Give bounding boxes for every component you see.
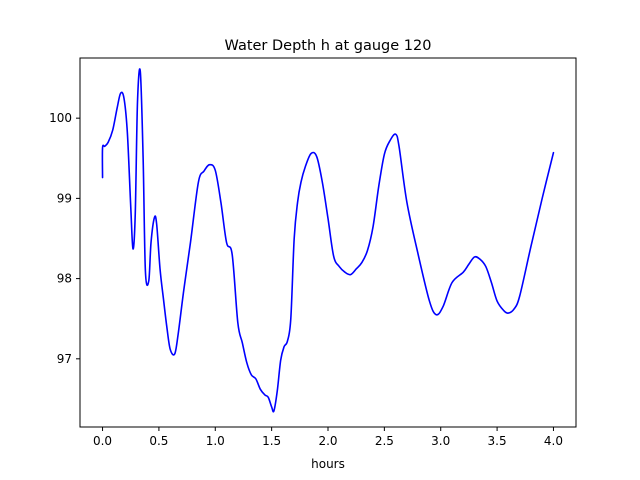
y-tick-label: 97 (57, 352, 72, 366)
x-tick-label: 3.5 (488, 434, 507, 448)
x-tick-label: 2.0 (318, 434, 337, 448)
x-tick-label: 1.0 (206, 434, 225, 448)
x-axis: 0.0 0.5 1.0 1.5 2.0 2.5 3.0 3.5 4.0 (93, 427, 563, 448)
y-axis: 97 98 99 100 (49, 111, 80, 366)
chart-title: Water Depth h at gauge 120 (225, 38, 432, 54)
x-tick-label: 4.0 (544, 434, 563, 448)
x-tick-label: 2.5 (375, 434, 394, 448)
series-line-0 (101, 68, 555, 413)
x-tick-label: 3.0 (431, 434, 450, 448)
y-tick-label: 98 (57, 272, 72, 286)
x-tick-label: 1.5 (262, 434, 281, 448)
y-tick-label: 100 (49, 111, 72, 125)
x-tick-label: 0.5 (149, 434, 168, 448)
x-tick-label: 0.0 (93, 434, 112, 448)
y-tick-label: 99 (57, 191, 72, 205)
x-axis-label: hours (311, 457, 345, 471)
